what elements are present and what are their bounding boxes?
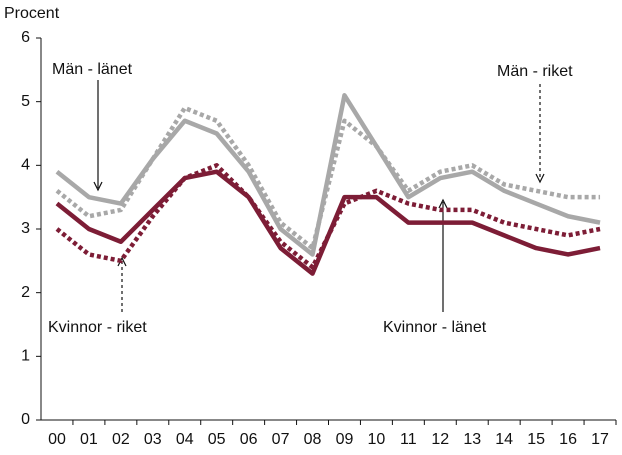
annotation: Kvinnor - riket [48, 319, 147, 336]
annotation: Kvinnor - länet [383, 319, 487, 336]
x-tick-label: 02 [112, 431, 130, 448]
series-line [55, 93, 601, 257]
x-tick-label: 14 [495, 431, 513, 448]
series-line [55, 105, 601, 251]
series-line [55, 169, 601, 276]
x-tick-label: 10 [368, 431, 386, 448]
y-tick-label: 3 [21, 220, 30, 237]
x-tick-label: 17 [591, 431, 609, 448]
x-tick-label: 03 [144, 431, 162, 448]
x-tick-label: 12 [431, 431, 449, 448]
x-tick-label: 08 [304, 431, 322, 448]
y-axis-label: Procent [4, 5, 60, 22]
x-tick-label: 01 [80, 431, 98, 448]
x-tick-label: 07 [272, 431, 290, 448]
annotation: Män - länet [52, 61, 133, 78]
y-tick-label: 4 [21, 157, 30, 174]
x-tick-label: 15 [527, 431, 545, 448]
x-tick-label: 09 [336, 431, 354, 448]
y-tick-label: 2 [21, 284, 30, 301]
y-tick-label: 1 [21, 348, 30, 365]
x-tick-label: 04 [176, 431, 194, 448]
x-tick-label: 13 [463, 431, 481, 448]
y-tick-label: 6 [21, 29, 30, 46]
x-tick-label: 06 [240, 431, 258, 448]
x-tick-label: 11 [400, 431, 417, 448]
arrow-head [93, 181, 103, 192]
x-tick-label: 00 [48, 431, 66, 448]
y-tick-label: 5 [21, 93, 30, 110]
arrow-head [535, 173, 545, 184]
arrow-head [438, 198, 448, 209]
x-tick-label: 16 [559, 431, 577, 448]
annotation: Män - riket [497, 63, 573, 80]
arrow-head [117, 256, 127, 267]
y-tick-label: 0 [21, 411, 30, 428]
x-tick-label: 05 [208, 431, 226, 448]
